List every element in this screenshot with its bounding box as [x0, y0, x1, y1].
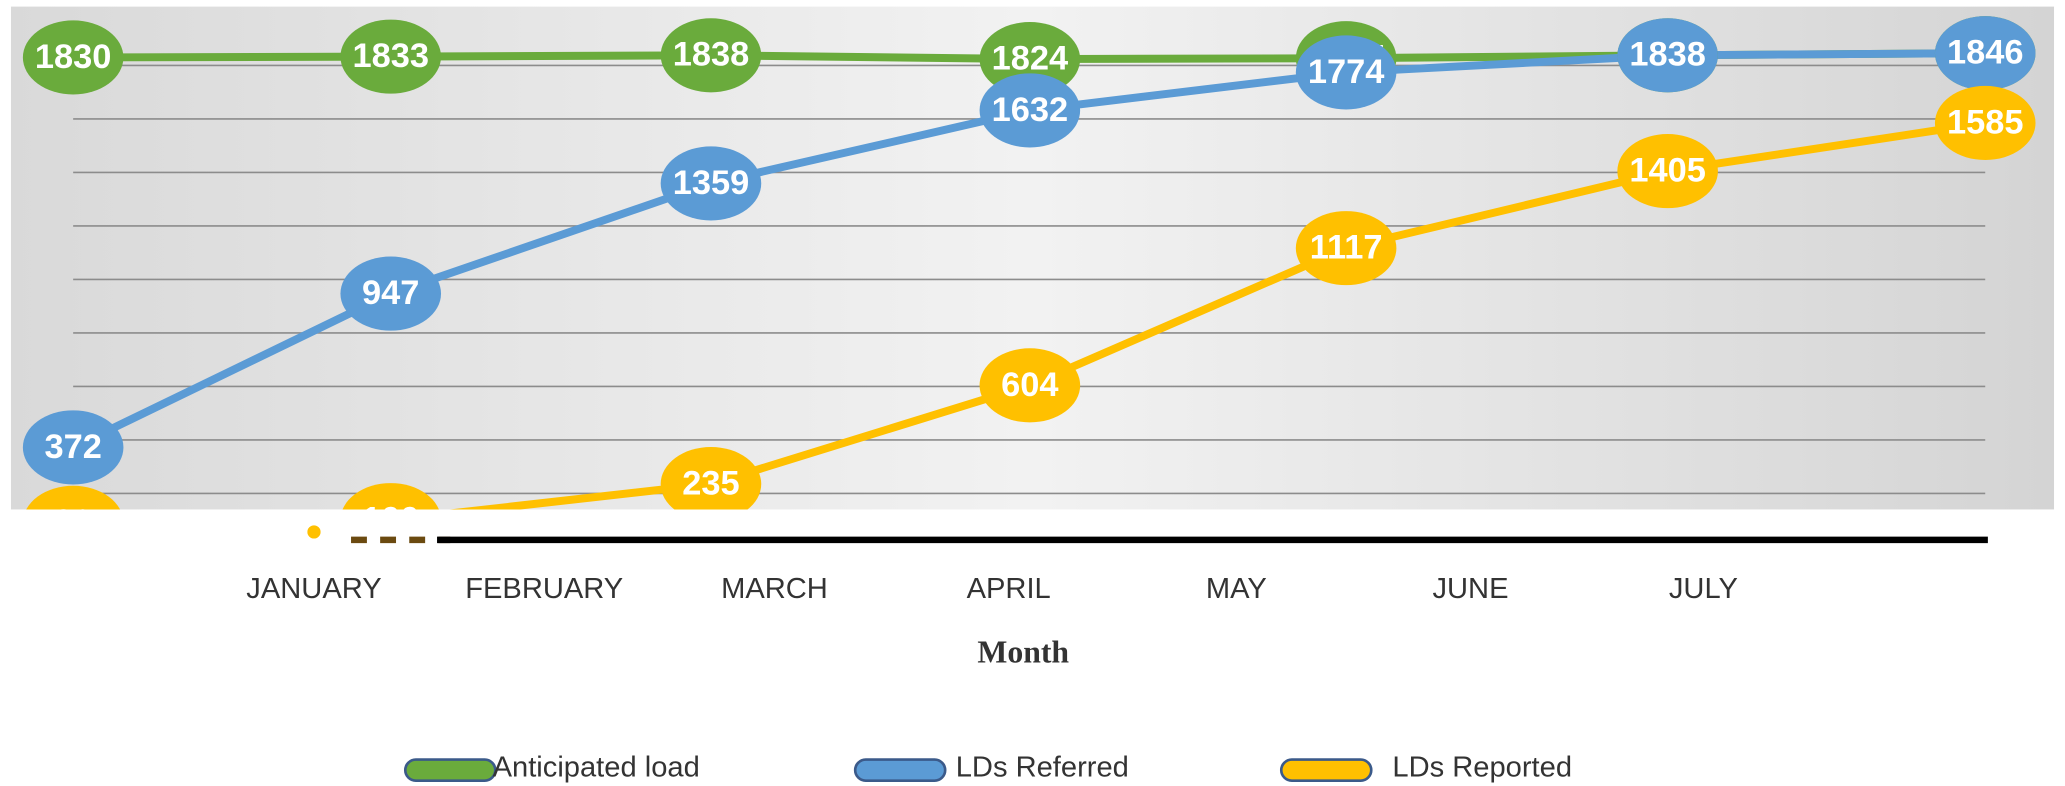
- plot: 1830183318381824182718381846372947135916…: [22, 16, 2036, 541]
- point-marker: [340, 19, 442, 94]
- x-axis-title: Month: [977, 634, 1069, 669]
- point-marker: [660, 146, 762, 221]
- point-marker: [979, 73, 1081, 148]
- data-label: 1830: [35, 38, 112, 76]
- data-label: 1774: [1308, 53, 1385, 91]
- point-marker: [1295, 211, 1397, 286]
- x-tick-label: JULY: [1669, 573, 1738, 605]
- data-label: 100: [362, 501, 419, 539]
- data-label: 1838: [1629, 36, 1706, 74]
- point-marker: [660, 18, 762, 93]
- point-marker: [1617, 18, 1718, 93]
- data-label: 1405: [1629, 152, 1706, 190]
- legend: Anticipated load LDs Referred LDs Reported: [403, 751, 1572, 783]
- legend-label: Anticipated load: [493, 751, 700, 783]
- legend-swatch: [1279, 758, 1373, 783]
- data-label: 1846: [1947, 34, 2024, 72]
- data-label: 947: [362, 274, 419, 312]
- data-label: 1632: [992, 91, 1069, 129]
- point-marker: [1617, 134, 1718, 209]
- legend-label: LDs Referred: [956, 751, 1129, 783]
- legend-swatch: [403, 758, 497, 783]
- data-label: 604: [1001, 366, 1058, 404]
- x-tick-label: APRIL: [967, 573, 1051, 605]
- x-tick-label: MAY: [1206, 573, 1267, 605]
- data-label: 372: [44, 428, 101, 466]
- point-marker: [660, 446, 762, 510]
- x-tick-label: MARCH: [721, 573, 828, 605]
- legend-swatch: [853, 758, 947, 783]
- data-label: 1585: [1947, 103, 2024, 141]
- data-label: 1359: [673, 164, 750, 202]
- data-label: 90: [54, 503, 92, 541]
- point-marker: [1934, 85, 2036, 161]
- data-label: 1824: [992, 39, 1069, 77]
- point-marker: [979, 348, 1081, 423]
- point-marker: [22, 20, 124, 95]
- data-label: 1838: [673, 36, 750, 74]
- x-tick-label: FEBRUARY: [465, 573, 623, 605]
- point-marker: [1295, 35, 1397, 110]
- point-marker: [22, 410, 124, 485]
- data-label: 1833: [352, 37, 429, 75]
- point-marker: [340, 256, 442, 331]
- x-tick-label: JANUARY: [246, 573, 381, 605]
- point-marker: [342, 483, 439, 510]
- axis-dot: [307, 525, 321, 539]
- data-label: 235: [682, 464, 739, 502]
- point-marker: [1934, 16, 2036, 91]
- point-marker: [979, 21, 1081, 97]
- data-label: 1117: [1310, 229, 1383, 267]
- x-tick-label: JUNE: [1432, 573, 1508, 605]
- legend-label: LDs Reported: [1392, 751, 1572, 783]
- point-marker: [26, 485, 121, 510]
